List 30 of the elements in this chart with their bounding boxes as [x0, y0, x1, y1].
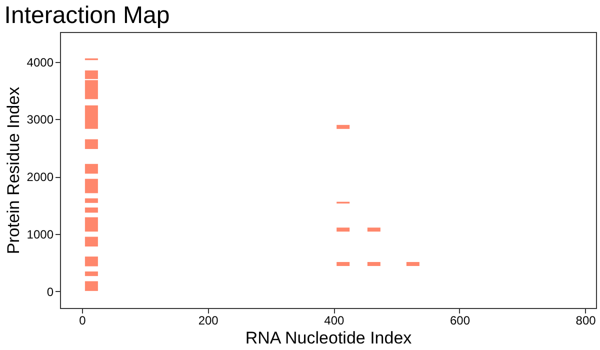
y-tick-label: 0	[46, 284, 54, 299]
bar	[367, 228, 380, 232]
x-tick-label: 0	[79, 314, 86, 328]
bar	[367, 262, 380, 266]
y-axis-title: Protein Residue Index	[4, 86, 23, 254]
bar	[84, 139, 98, 150]
chart-title: Interaction Map	[4, 2, 170, 29]
bar	[84, 164, 98, 174]
bar	[84, 271, 98, 276]
bar	[84, 217, 98, 232]
bar	[336, 228, 350, 232]
x-tick-label: 600	[450, 314, 470, 328]
y-tick-label: 1000	[26, 227, 54, 242]
y-tick-label: 3000	[26, 112, 54, 127]
y-tick-label: 2000	[26, 170, 54, 184]
bar	[336, 124, 350, 129]
bar	[336, 262, 350, 266]
bar	[84, 236, 98, 247]
x-tick-label: 200	[198, 314, 219, 328]
bar	[84, 178, 98, 194]
bar	[84, 208, 98, 213]
bar	[406, 262, 420, 266]
bar	[84, 198, 98, 203]
x-tick-label: 800	[576, 314, 596, 328]
y-tick-label: 4000	[26, 55, 54, 70]
x-tick-label: 400	[324, 314, 344, 328]
bar	[84, 105, 98, 129]
x-axis-title: RNA Nucleotide Index	[245, 328, 412, 348]
bar	[84, 281, 98, 291]
bar	[84, 256, 98, 266]
